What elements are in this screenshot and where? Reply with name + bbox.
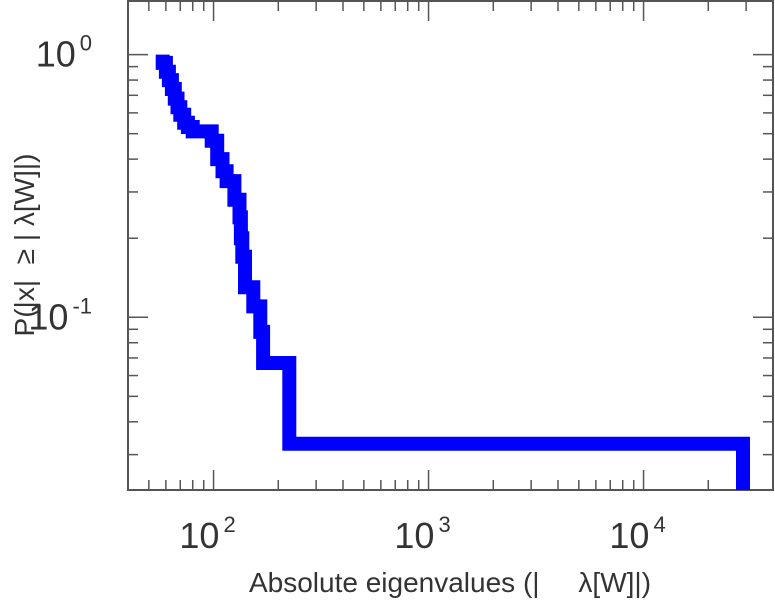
y-tick-label: 10 -1	[28, 293, 92, 337]
x-axis-label: Absolute eigenvalues (| λ[W]|)	[249, 567, 651, 598]
series-line	[155, 54, 750, 490]
minor-ticks	[127, 1, 774, 490]
tick-labels: 10 2 10 3 10 4 10 0 10 -1	[28, 31, 665, 556]
x-tick-label: 10 2	[179, 512, 235, 556]
plot-frame	[127, 0, 774, 491]
y-tick-label: 10 0	[36, 31, 92, 75]
x-tick-label: 10 4	[609, 512, 665, 556]
x-tick-label: 10 3	[394, 512, 450, 556]
major-ticks	[128, 1, 773, 490]
y-axis-label: P(|x| ≥ | λ[W]|)	[9, 154, 40, 337]
